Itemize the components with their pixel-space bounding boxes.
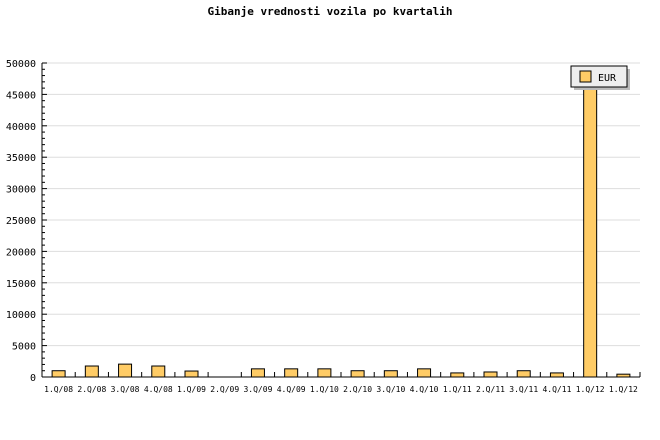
x-tick-label: 3.Q/11 — [509, 385, 538, 394]
bar-2.Q/11 — [483, 371, 498, 378]
y-tick-label: 40000 — [6, 122, 36, 133]
x-tick-label: 4.Q/09 — [277, 385, 306, 394]
y-tick-label: 20000 — [6, 247, 36, 258]
chart-title: Gibanje vrednosti vozila po kvartalih — [207, 5, 452, 18]
x-tick-label: 1.Q/11 — [443, 385, 472, 394]
bar-2.Q/08 — [84, 365, 99, 378]
bar-2.Q/10 — [350, 370, 365, 378]
x-tick-label: 1.Q/12 — [609, 385, 638, 394]
x-tick-label: 1.Q/10 — [310, 385, 339, 394]
x-tick-label: 2.Q/11 — [476, 385, 505, 394]
bar-3.Q/08 — [118, 363, 133, 378]
y-tick-label: 0 — [30, 373, 36, 384]
legend-swatch-eur — [579, 70, 592, 83]
legend: EUR — [570, 65, 630, 90]
bar-1.Q/11 — [450, 372, 465, 378]
x-tick-label: 4.Q/10 — [410, 385, 439, 394]
y-tick-label: 35000 — [6, 153, 36, 164]
bar-4.Q/11 — [549, 372, 564, 378]
y-tick-label: 50000 — [6, 59, 36, 70]
bar-4.Q/09 — [284, 368, 299, 378]
bar-3.Q/09 — [250, 368, 265, 378]
y-tick-label: 25000 — [6, 216, 36, 227]
bar-1.Q/12 — [583, 78, 598, 378]
y-tick-label: 5000 — [12, 342, 36, 353]
y-tick-label: 15000 — [6, 279, 36, 290]
x-tick-label: 1.Q/12 — [576, 385, 605, 394]
bar-4.Q/08 — [151, 365, 166, 378]
x-tick-label: 2.Q/08 — [77, 385, 106, 394]
x-tick-label: 4.Q/11 — [542, 385, 571, 394]
bar-3.Q/11 — [516, 370, 531, 378]
x-tick-label: 1.Q/09 — [177, 385, 206, 394]
bar-1.Q/09 — [184, 370, 199, 378]
x-tick-label: 3.Q/08 — [111, 385, 140, 394]
x-tick-label: 2.Q/10 — [343, 385, 372, 394]
x-tick-label: 4.Q/08 — [144, 385, 173, 394]
x-tick-label: 3.Q/10 — [376, 385, 405, 394]
x-tick-label: 2.Q/09 — [210, 385, 239, 394]
x-tick-label: 1.Q/08 — [44, 385, 73, 394]
y-tick-label: 30000 — [6, 185, 36, 196]
bar-1.Q/10 — [317, 368, 332, 378]
bar-1.Q/08 — [51, 370, 66, 378]
y-tick-label: 45000 — [6, 90, 36, 101]
y-tick-label: 10000 — [6, 310, 36, 321]
x-tick-label: 3.Q/09 — [243, 385, 272, 394]
bar-4.Q/10 — [417, 368, 432, 378]
legend-label-eur: EUR — [598, 73, 617, 84]
bar-3.Q/10 — [383, 370, 398, 378]
